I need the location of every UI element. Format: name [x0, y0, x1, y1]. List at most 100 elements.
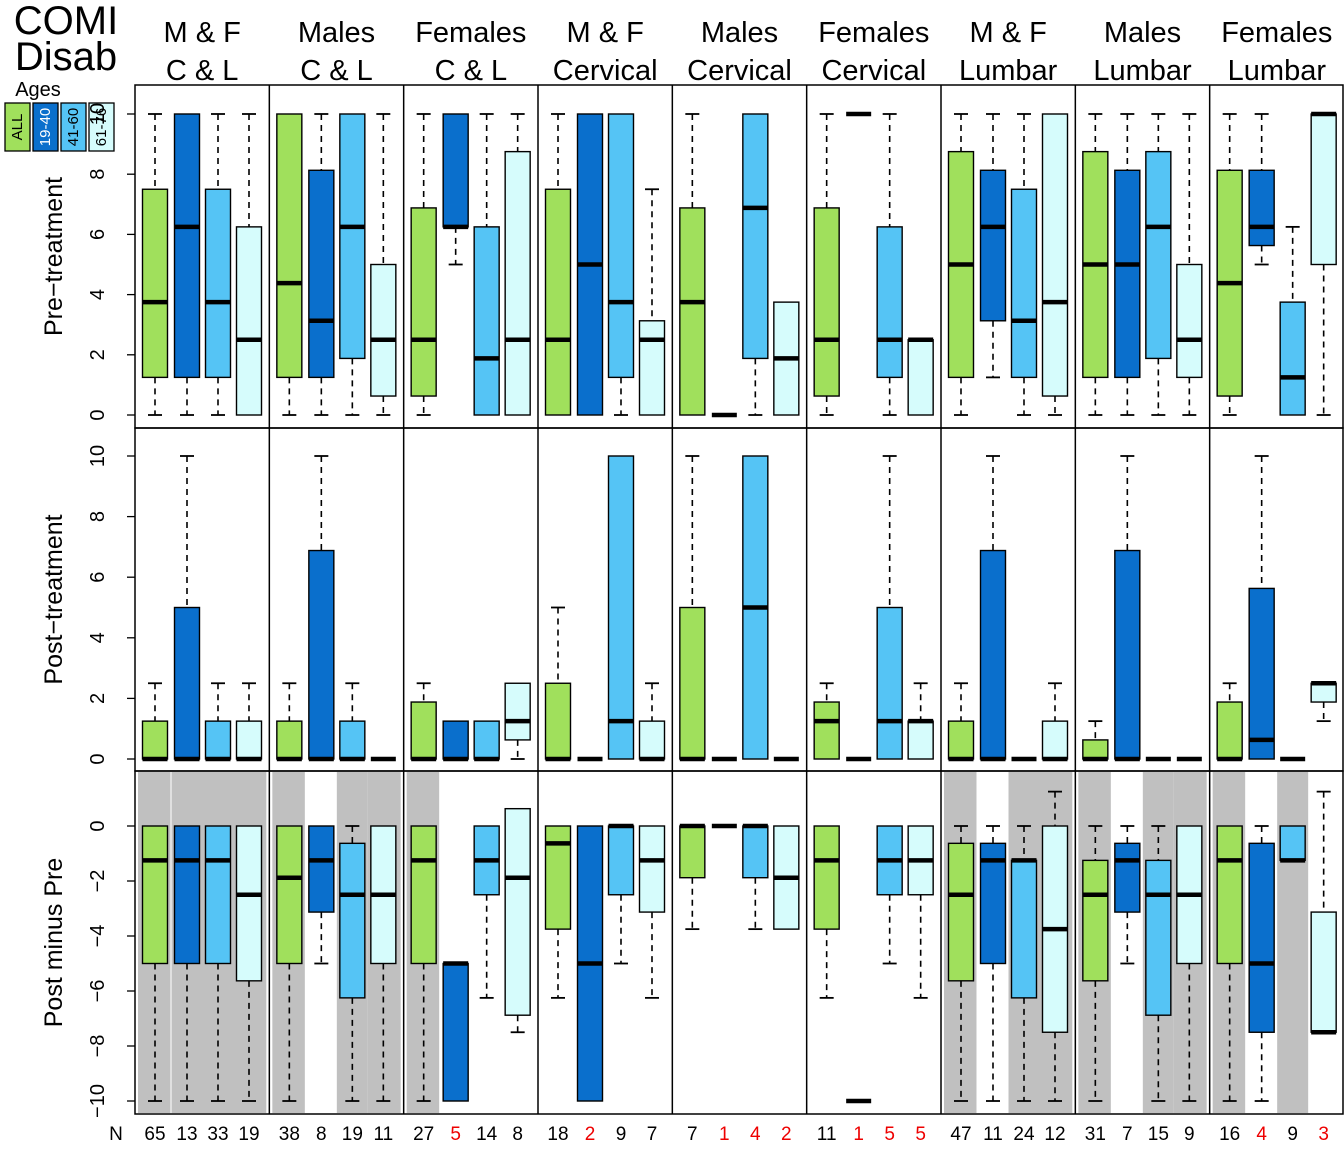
box-61-76: [235, 720, 263, 760]
n-value: 4: [1256, 1124, 1267, 1145]
column-header-line2: Lumbar: [1228, 55, 1327, 87]
column-header-line1: Males: [701, 17, 778, 49]
legend-label-61-76: 61-76: [93, 108, 110, 146]
box-ALL: [276, 720, 303, 760]
improvement-shade: [1277, 772, 1309, 1113]
y-tick-label: 6: [87, 572, 109, 583]
n-value: 5: [915, 1124, 926, 1145]
box-41-60: [204, 720, 232, 760]
column-header-line1: Females: [415, 17, 526, 49]
y-tick-label: 2: [87, 693, 109, 704]
box-ALL: [410, 825, 437, 965]
box-ALL: [141, 720, 169, 760]
box-61-76: [1041, 113, 1069, 397]
legend-label-ALL: ALL: [9, 114, 26, 141]
box-41-60: [876, 606, 903, 760]
legend-swatch-41-60: [60, 102, 87, 152]
box-41-60: [742, 825, 769, 879]
box-ALL: [544, 188, 572, 416]
box-41-60: [607, 825, 635, 896]
n-label: N: [109, 1124, 123, 1145]
box-ALL: [276, 113, 303, 379]
legend-swatch-19-40: [32, 102, 59, 152]
column-header-line2: C & L: [300, 55, 373, 87]
column-header-line1: Females: [818, 17, 929, 49]
y-tick-label: 8: [87, 169, 109, 180]
n-value: 8: [512, 1124, 523, 1145]
box-ALL: [544, 682, 572, 760]
box-ALL: [1082, 739, 1109, 760]
y-tick-label: −8: [87, 1035, 109, 1058]
n-value: 3: [1318, 1124, 1329, 1145]
column-header-line2: Lumbar: [1093, 55, 1192, 87]
n-value: 18: [547, 1124, 568, 1145]
n-value: 7: [1122, 1124, 1133, 1145]
n-value: 13: [176, 1124, 197, 1145]
n-value: 11: [373, 1124, 393, 1145]
n-value: 38: [279, 1124, 300, 1145]
box-19-40: [1114, 842, 1141, 913]
column-header-line1: M & F: [163, 17, 240, 49]
row-ylabel: Post minus Pre: [40, 858, 68, 1028]
box-61-76: [235, 226, 263, 416]
box-61-76: [1176, 263, 1203, 379]
box-41-60: [339, 842, 366, 999]
n-value: 24: [1013, 1124, 1035, 1145]
n-value: 9: [1184, 1124, 1195, 1145]
box-19-40: [173, 825, 201, 965]
age-legend: Ages ALL 19-40 41-60 61-76: [4, 79, 115, 152]
column-header-line1: Males: [1104, 17, 1181, 49]
chart-title-line-2: Disab: [15, 35, 117, 79]
box-ALL: [813, 701, 840, 760]
box-61-76: [504, 150, 531, 416]
box-ALL: [813, 825, 840, 930]
box-61-76: [235, 825, 263, 982]
box-41-60: [876, 226, 903, 379]
box-41-60: [339, 720, 366, 760]
box-ALL: [1082, 859, 1109, 982]
n-value: 19: [342, 1124, 363, 1145]
box-61-76: [504, 807, 531, 1016]
n-value: 12: [1044, 1124, 1065, 1145]
box-19-40: [1114, 549, 1141, 760]
box-19-40: [979, 169, 1007, 322]
box-19-40: [308, 549, 335, 760]
box-41-60: [1010, 188, 1038, 379]
n-value: 11: [983, 1124, 1003, 1145]
n-value: 16: [1219, 1124, 1240, 1145]
box-61-76: [907, 720, 934, 760]
box-ALL: [1216, 701, 1243, 760]
box-19-40: [1248, 587, 1275, 760]
box-61-76: [638, 720, 666, 760]
n-value: 14: [476, 1124, 498, 1145]
y-tick-label: 0: [87, 820, 109, 831]
chart-title-line-1: COMI: [14, 0, 118, 43]
box-ALL: [813, 207, 840, 397]
box-ALL: [410, 701, 437, 760]
n-value: 9: [616, 1124, 627, 1145]
column-header-line1: M & F: [969, 17, 1046, 49]
column-header-line1: Males: [298, 17, 375, 49]
n-value: 7: [647, 1124, 658, 1145]
box-ALL: [679, 207, 706, 416]
n-value: 31: [1085, 1124, 1106, 1145]
box-41-60: [473, 226, 500, 416]
box-19-40: [979, 549, 1007, 760]
y-tick-label: −4: [87, 925, 109, 948]
n-value: 5: [450, 1124, 461, 1145]
box-ALL: [947, 720, 975, 760]
box-ALL: [141, 825, 169, 965]
column-header-line2: Cervical: [687, 55, 792, 87]
y-tick-label: 4: [87, 632, 109, 643]
box-41-60: [1145, 150, 1172, 360]
box-41-60: [339, 113, 366, 360]
legend-swatch-ALL: [4, 102, 31, 152]
box-ALL: [410, 207, 437, 397]
n-value: 33: [207, 1124, 228, 1145]
y-tick-label: 0: [87, 753, 109, 764]
box-ALL: [947, 842, 975, 982]
n-value: 9: [1287, 1124, 1298, 1145]
y-tick-label: 10: [87, 445, 109, 467]
box-ALL: [1216, 825, 1243, 965]
n-value: 2: [781, 1124, 792, 1145]
